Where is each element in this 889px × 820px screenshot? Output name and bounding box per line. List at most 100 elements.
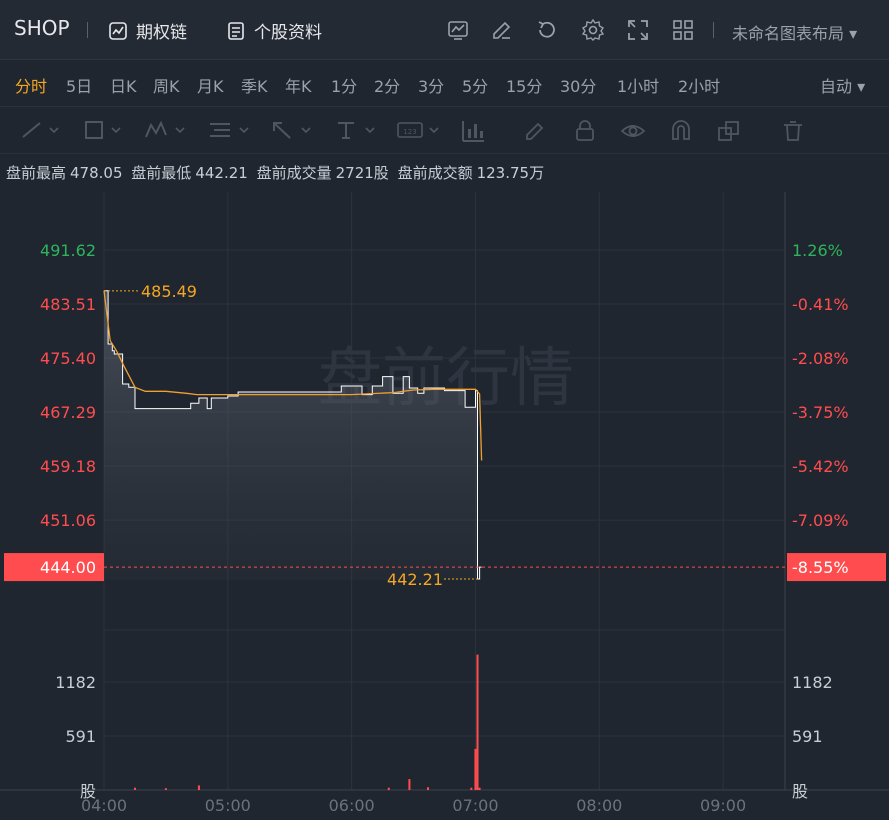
bar-chart-tool-icon[interactable] [460, 119, 486, 143]
volume-bar [387, 787, 390, 790]
period-week-k[interactable]: 周K [153, 77, 180, 96]
volume-tick-right: 591 [792, 727, 823, 746]
volume-tick-left: 股 [80, 782, 96, 801]
volume-bars-layer [133, 654, 481, 790]
divider [713, 22, 714, 38]
divider [87, 22, 88, 38]
period-day-k[interactable]: 日K [110, 77, 137, 96]
document-icon [228, 21, 244, 40]
period-year-k[interactable]: 年K [285, 77, 312, 96]
price-lines-layer: 485.49 442.21 [103, 282, 785, 589]
volume-bar [197, 785, 200, 790]
price-tick-left: 491.62 [40, 241, 96, 260]
auto-scale-dropdown[interactable]: 自动 ▾ [820, 77, 866, 96]
lock-icon[interactable] [572, 119, 598, 143]
current-price-text: 444.00 [40, 558, 96, 577]
volume-bar [426, 787, 429, 790]
option-chain-label: 期权链 [136, 23, 187, 43]
price-line [104, 290, 482, 580]
current-pct-text: -8.55% [792, 558, 849, 577]
arrow-tool-icon[interactable] [270, 119, 314, 141]
option-chain-button[interactable]: 期权链 [108, 18, 187, 43]
time-tick: 07:00 [452, 796, 498, 815]
stock-profile-button[interactable]: 个股资料 [226, 18, 322, 43]
trendline-tool-icon[interactable] [20, 119, 62, 141]
premarket-low-value: 442.21 [195, 164, 248, 182]
premarket-volume-value: 2721股 [335, 164, 389, 182]
clone-icon[interactable] [716, 119, 742, 143]
grid-layout-icon[interactable] [671, 18, 695, 42]
pct-tick-right: 1.26% [792, 241, 843, 260]
premarket-amount-label: 盘前成交额 [397, 164, 473, 182]
premarket-info: 盘前最高 478.05 盘前最低 442.21 盘前成交量 2721股 盘前成交额 12… [6, 162, 548, 183]
period-3min[interactable]: 3分 [418, 77, 445, 96]
period-quarter-k[interactable]: 季K [241, 77, 268, 96]
period-5min[interactable]: 5分 [462, 77, 489, 96]
pct-tick-right: -3.75% [792, 403, 849, 422]
period-month-k[interactable]: 月K [197, 77, 224, 96]
price-tick-left: 483.51 [40, 295, 96, 314]
period-bar: 分时 5日 日K 周K 月K 季K 年K 1分 2分 3分 5分 15分 30分… [0, 61, 889, 105]
fullscreen-icon[interactable] [626, 18, 650, 42]
edit-icon[interactable] [490, 18, 514, 42]
volume-tick-left: 1182 [55, 673, 96, 692]
volume-bar [470, 787, 473, 790]
volume-bar [474, 748, 477, 790]
drawing-toolbar: 123 [0, 106, 889, 154]
svg-text:123: 123 [403, 128, 416, 136]
pct-tick-right: -5.42% [792, 457, 849, 476]
trash-icon[interactable] [780, 119, 806, 143]
period-2min[interactable]: 2分 [374, 77, 401, 96]
period-intraday[interactable]: 分时 [15, 77, 48, 96]
axis-labels-layer: 491.62 1.26% 483.51 -0.41% 475.40 -2.08% 467.2… [4, 241, 886, 815]
premarket-low-label: 盘前最低 [131, 164, 192, 182]
magnet-icon[interactable] [668, 119, 694, 143]
premarket-high-label: 盘前最高 [6, 164, 67, 182]
price-tick-left: 451.06 [40, 511, 96, 530]
price-area-layer [104, 290, 482, 580]
period-30min[interactable]: 30分 [560, 77, 597, 96]
eye-icon[interactable] [620, 119, 646, 143]
period-15min[interactable]: 15分 [506, 77, 543, 96]
time-tick: 04:00 [81, 796, 127, 815]
time-tick: 06:00 [329, 796, 375, 815]
premarket-amount-value: 123.75万 [476, 164, 545, 182]
average-price-line [103, 290, 483, 461]
volume-bar [478, 787, 481, 790]
current-price-badge [4, 553, 104, 582]
price-area-fill [104, 290, 482, 580]
current-pct-badge [787, 553, 886, 582]
pen-tool-icon[interactable] [522, 119, 548, 143]
time-tick: 08:00 [576, 796, 622, 815]
rectangle-tool-icon[interactable] [82, 119, 124, 141]
volume-tick-right: 1182 [792, 673, 833, 692]
pct-tick-right: -7.09% [792, 511, 849, 530]
pct-tick-right: -0.41% [792, 295, 849, 314]
period-1h[interactable]: 1小时 [617, 77, 660, 96]
premarket-volume-label: 盘前成交量 [256, 164, 332, 182]
price-tick-left: 475.40 [40, 349, 96, 368]
refresh-icon[interactable] [535, 18, 559, 42]
pattern-tool-icon[interactable] [144, 119, 188, 141]
period-1min[interactable]: 1分 [331, 77, 358, 96]
layout-selector[interactable]: 未命名图表布局 ▾ [732, 24, 858, 43]
period-2h[interactable]: 2小时 [678, 77, 721, 96]
price-label-tool-icon[interactable]: 123 [396, 119, 442, 141]
stock-profile-label: 个股资料 [254, 23, 322, 43]
volume-bar [408, 779, 411, 790]
low-marker-label: 442.21 [387, 570, 443, 589]
high-marker-label: 485.49 [141, 282, 197, 301]
price-tick-left: 459.18 [40, 457, 96, 476]
text-tool-icon[interactable] [334, 119, 378, 141]
chart-box-icon [109, 21, 127, 40]
fibonacci-tool-icon[interactable] [208, 119, 252, 141]
period-5d[interactable]: 5日 [66, 77, 93, 96]
gear-icon[interactable] [581, 18, 605, 42]
price-tick-left: 467.29 [40, 403, 96, 422]
time-tick: 05:00 [205, 796, 251, 815]
volume-bar [164, 788, 167, 790]
symbol-title[interactable]: SHOP [14, 16, 70, 40]
pct-tick-right: -2.08% [792, 349, 849, 368]
indicator-icon[interactable] [446, 18, 470, 42]
